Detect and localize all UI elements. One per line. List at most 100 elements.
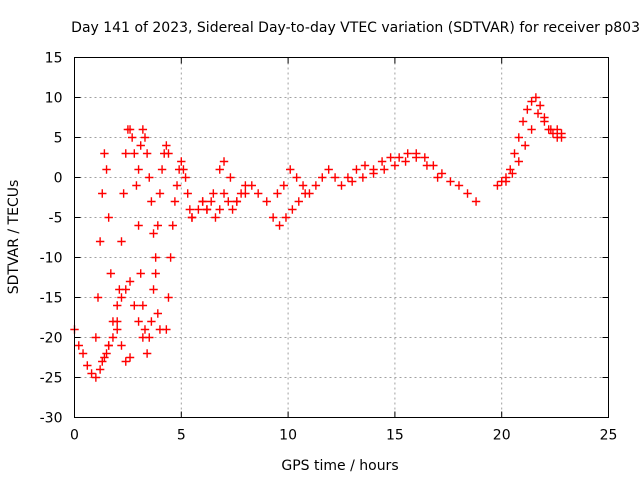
data-point bbox=[294, 197, 303, 206]
data-point bbox=[446, 177, 455, 186]
data-point bbox=[151, 253, 160, 262]
data-point bbox=[531, 93, 541, 102]
data-point bbox=[279, 181, 289, 190]
data-point bbox=[198, 197, 207, 206]
data-point bbox=[145, 173, 154, 182]
data-point bbox=[330, 173, 340, 182]
data-point bbox=[113, 325, 122, 334]
data-point bbox=[403, 149, 412, 158]
data-point bbox=[514, 157, 523, 166]
data-point bbox=[166, 253, 175, 262]
data-point bbox=[343, 173, 353, 182]
data-point bbox=[142, 149, 152, 158]
y-tick-label: 5 bbox=[54, 131, 63, 147]
data-point bbox=[142, 349, 152, 358]
data-point bbox=[337, 181, 346, 190]
data-point bbox=[78, 349, 88, 358]
data-point bbox=[102, 165, 111, 174]
x-axis-label: GPS time / hours bbox=[281, 458, 398, 474]
data-point bbox=[527, 97, 536, 106]
data-point bbox=[236, 189, 246, 198]
data-point bbox=[209, 189, 218, 198]
data-point bbox=[518, 117, 528, 126]
x-tick-label: 0 bbox=[70, 428, 79, 444]
x-tick-label: 20 bbox=[493, 428, 511, 444]
data-point bbox=[134, 317, 143, 326]
data-point bbox=[98, 189, 107, 198]
data-point bbox=[117, 341, 126, 350]
data-point bbox=[138, 301, 148, 310]
data-point bbox=[318, 173, 327, 182]
data-point bbox=[226, 173, 235, 182]
data-point bbox=[93, 293, 103, 302]
data-point bbox=[104, 213, 113, 222]
y-axis-label: SDTVAR / TECUs bbox=[6, 180, 22, 295]
data-point bbox=[108, 333, 118, 342]
data-point bbox=[134, 221, 143, 230]
data-point bbox=[157, 165, 167, 174]
data-point bbox=[155, 189, 165, 198]
data-point bbox=[130, 149, 139, 158]
data-point bbox=[172, 181, 182, 190]
y-tick-label: -30 bbox=[40, 411, 63, 427]
data-point bbox=[305, 189, 314, 198]
data-point bbox=[117, 237, 126, 246]
y-tick-label: -10 bbox=[40, 251, 63, 267]
data-point bbox=[286, 165, 295, 174]
data-point bbox=[149, 285, 158, 294]
data-point bbox=[136, 269, 145, 278]
data-point bbox=[91, 333, 101, 342]
data-point bbox=[288, 205, 297, 214]
data-point bbox=[324, 165, 333, 174]
data-point bbox=[147, 197, 156, 206]
y-tick-label: 15 bbox=[45, 51, 63, 67]
data-point bbox=[380, 165, 389, 174]
data-point bbox=[352, 165, 361, 174]
data-point bbox=[215, 165, 224, 174]
data-point bbox=[224, 197, 233, 206]
data-point bbox=[433, 173, 442, 182]
data-point bbox=[520, 141, 530, 150]
y-tick-label: -15 bbox=[40, 291, 63, 307]
data-point bbox=[268, 213, 278, 222]
data-point bbox=[187, 213, 197, 222]
data-point bbox=[420, 153, 430, 162]
data-point bbox=[275, 221, 284, 230]
data-point bbox=[394, 153, 404, 162]
data-point bbox=[117, 293, 126, 302]
data-point bbox=[151, 269, 160, 278]
x-tick-labels: 0 5 10 15 20 25 bbox=[70, 428, 617, 444]
data-point bbox=[132, 181, 141, 190]
data-point bbox=[273, 189, 282, 198]
data-point bbox=[471, 197, 481, 206]
data-point bbox=[130, 301, 139, 310]
x-tick-label: 25 bbox=[600, 428, 618, 444]
y-tick-label: -20 bbox=[40, 331, 63, 347]
data-point bbox=[553, 133, 562, 142]
data-point bbox=[162, 141, 171, 150]
data-point bbox=[533, 109, 543, 118]
data-point bbox=[510, 149, 519, 158]
data-point bbox=[253, 189, 263, 198]
data-point bbox=[74, 341, 83, 350]
data-point bbox=[311, 181, 321, 190]
data-point bbox=[104, 341, 113, 350]
data-point bbox=[281, 213, 291, 222]
data-point bbox=[134, 165, 143, 174]
chart-title: Day 141 of 2023, Sidereal Day-to-day VTE… bbox=[71, 20, 640, 36]
data-point bbox=[377, 157, 387, 166]
data-point bbox=[501, 177, 511, 186]
data-point bbox=[401, 157, 410, 166]
data-point bbox=[87, 369, 96, 378]
data-point bbox=[121, 149, 130, 158]
data-point bbox=[100, 149, 109, 158]
data-point bbox=[153, 221, 163, 230]
data-point bbox=[106, 269, 116, 278]
data-point bbox=[215, 205, 224, 214]
data-point bbox=[149, 229, 158, 238]
data-point bbox=[437, 169, 447, 178]
data-point bbox=[83, 361, 92, 370]
data-point bbox=[298, 181, 308, 190]
data-point bbox=[168, 221, 177, 230]
